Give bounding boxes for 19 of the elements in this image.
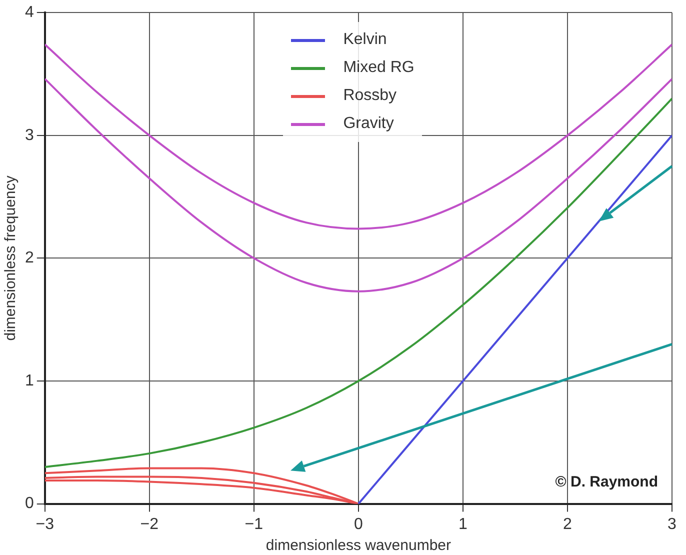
x-tick-label: 0 xyxy=(354,516,363,533)
x-tick-label: 1 xyxy=(458,516,468,533)
y-tick-label: 3 xyxy=(24,126,34,144)
y-tick-label: 0 xyxy=(24,495,34,512)
x-tick-label: −1 xyxy=(244,516,264,533)
x-tick-label: 3 xyxy=(668,516,677,533)
x-tick-label: −3 xyxy=(36,516,54,533)
y-tick-label: 1 xyxy=(24,372,34,390)
y-tick-label: 4 xyxy=(24,4,34,22)
annotation: © D. Raymond xyxy=(555,473,658,490)
legend-label: Mixed RG xyxy=(343,59,414,78)
y-tick-label: 2 xyxy=(24,250,34,267)
y-axis-title: dimensionless frequency xyxy=(2,175,20,341)
x-axis-title: dimensionless wavenumber xyxy=(266,537,451,554)
legend-label: Gravity xyxy=(343,115,394,134)
legend-label: Rossby xyxy=(343,87,397,106)
legend-label: Kelvin xyxy=(343,31,387,50)
x-tick-label: 2 xyxy=(563,516,572,533)
x-tick-label: −2 xyxy=(140,516,159,533)
